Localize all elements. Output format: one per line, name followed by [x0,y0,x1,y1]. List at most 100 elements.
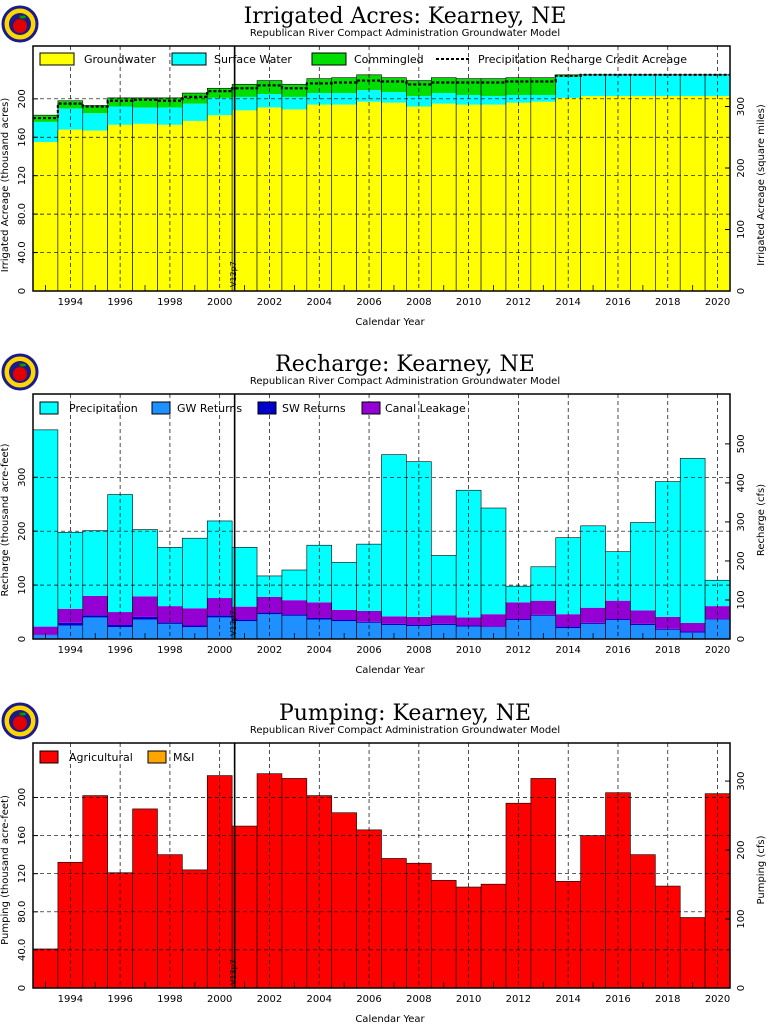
legend-swatch-gw-returns [151,401,171,415]
legend-swatch-sw-returns [257,401,277,415]
x-tick-label: 2020 [705,994,730,1005]
bar-sw-returns-1994 [57,622,83,626]
bar-precipitation-2011 [481,508,506,615]
bar-commingled-2009 [431,77,457,94]
bar-surface-water-2020 [705,74,730,96]
bar-sw-returns-1999 [182,625,208,628]
bar-surface-water-2010 [456,94,482,105]
bar-commingled-2003 [281,84,307,97]
bar-sw-returns-2018 [655,628,681,630]
y-tick-label: 0 [17,985,28,991]
bar-surface-water-2019 [680,74,706,96]
y2-tick-label: 200 [736,158,747,177]
bar-gw-returns-2016 [605,620,631,639]
y2-tick-label: 0 [736,985,747,991]
bar-surface-water-2011 [481,95,506,105]
y-axis-label: Pumping (thousand acre-feet) [0,795,11,945]
bar-agricultural-2007 [381,858,407,988]
bar-surface-water-1999 [182,103,208,121]
plot-frame [32,742,731,989]
bar-canal-leakage-1997 [132,596,158,617]
bar-precipitation-2013 [530,566,556,601]
x-tick-label: 2014 [555,297,580,308]
recharge-panel: Recharge: Kearney, NE Republican River C… [0,352,767,676]
bar-agricultural-2003 [281,778,307,988]
bar-gw-returns-2009 [431,624,457,639]
x-tick-label: 2020 [705,645,730,656]
y2-tick-label: 300 [736,772,747,791]
bar-surface-water-2009 [431,93,457,104]
y-tick-label: 0 [17,636,28,642]
bar-sw-returns-2005 [331,619,357,622]
bar-precipitation-2012 [505,586,531,603]
bar-gw-returns-1995 [82,617,108,639]
apple-logo-icon [1,702,39,740]
bar-canal-leakage-1995 [82,595,108,616]
x-tick-label: 2018 [655,297,680,308]
bar-gw-returns-1997 [132,619,158,639]
bar-commingled-2001 [232,84,258,97]
chart-subtitle: Republican River Compact Administration … [250,28,560,39]
y2-tick-label: 100 [736,220,747,239]
x-tick-label: 2006 [356,297,381,308]
legend-label-agricultural: Agricultural [69,751,133,764]
bar-agricultural-1997 [132,808,158,988]
bar-agricultural-2012 [505,803,531,988]
y2-tick-label: 200 [736,841,747,860]
bar-agricultural-2018 [655,886,681,988]
chart-title: Irrigated Acres: Kearney, NE [244,4,567,29]
x-tick-label: 1998 [157,297,182,308]
x-tick-label: 2006 [356,645,381,656]
apple-logo-icon [1,5,39,43]
y-tick-label: 120 [17,864,28,883]
bar-precipitation-1997 [132,529,158,597]
bar-surface-water-2017 [630,74,656,96]
x-tick-label: 1996 [107,994,132,1005]
bar-agricultural-2010 [456,887,482,988]
legend-swatch-groundwater [39,52,75,66]
bar-sw-returns-2011 [481,626,506,628]
bar-surface-water-1997 [132,107,158,124]
bar-commingled-2000 [207,88,233,98]
y2-tick-label: 300 [736,512,747,531]
x-tick-label: 2004 [307,297,332,308]
y2-tick-label: 100 [736,590,747,609]
legend-label-commingled: Commingled [354,53,424,66]
legend-swatch-mi [147,750,167,764]
bar-groundwater-2009 [431,103,457,291]
bar-groundwater-2015 [580,95,606,291]
bar-surface-water-2014 [555,76,581,98]
bar-surface-water-1995 [82,113,108,131]
bar-commingled-2002 [257,80,282,95]
x-tick-label: 2006 [356,994,381,1005]
bar-precipitation-1996 [107,494,133,613]
bar-gw-returns-2015 [580,623,606,639]
bar-commingled-1995 [82,105,108,114]
bar-canal-leakage-2009 [431,615,457,624]
bar-canal-leakage-2019 [680,622,706,632]
bar-agricultural-2009 [431,880,457,988]
pumping-panel: Pumping: Kearney, NE Republican River Co… [0,701,767,1024]
bar-commingled-2004 [306,78,332,94]
bar-canal-leakage-2011 [481,614,506,627]
legend-swatch-canal-leakage [361,401,381,415]
legend-swatch-commingled [311,52,347,66]
legend-label-precip-credit: Precipitation Recharge Credit Acreage [478,53,687,66]
bar-groundwater-2011 [481,104,506,291]
x-tick-label: 1996 [107,645,132,656]
x-tick-label: 1998 [157,994,182,1005]
y-tick-label: 0 [17,288,28,294]
bar-agricultural-2000 [207,775,233,988]
x-tick-label: 2008 [406,645,431,656]
bar-gw-returns-2005 [331,621,357,639]
bar-sw-returns-2007 [381,623,407,625]
chart-title: Recharge: Kearney, NE [275,352,535,377]
bar-gw-returns-2004 [306,619,332,639]
y2-axis-label: Recharge (cfs) [756,484,767,556]
legend: Groundwater Surface Water Commingled Pre… [39,52,687,66]
bar-commingled-2005 [331,77,357,94]
bar-sw-returns-2006 [356,621,382,623]
bar-groundwater-2007 [381,102,407,292]
